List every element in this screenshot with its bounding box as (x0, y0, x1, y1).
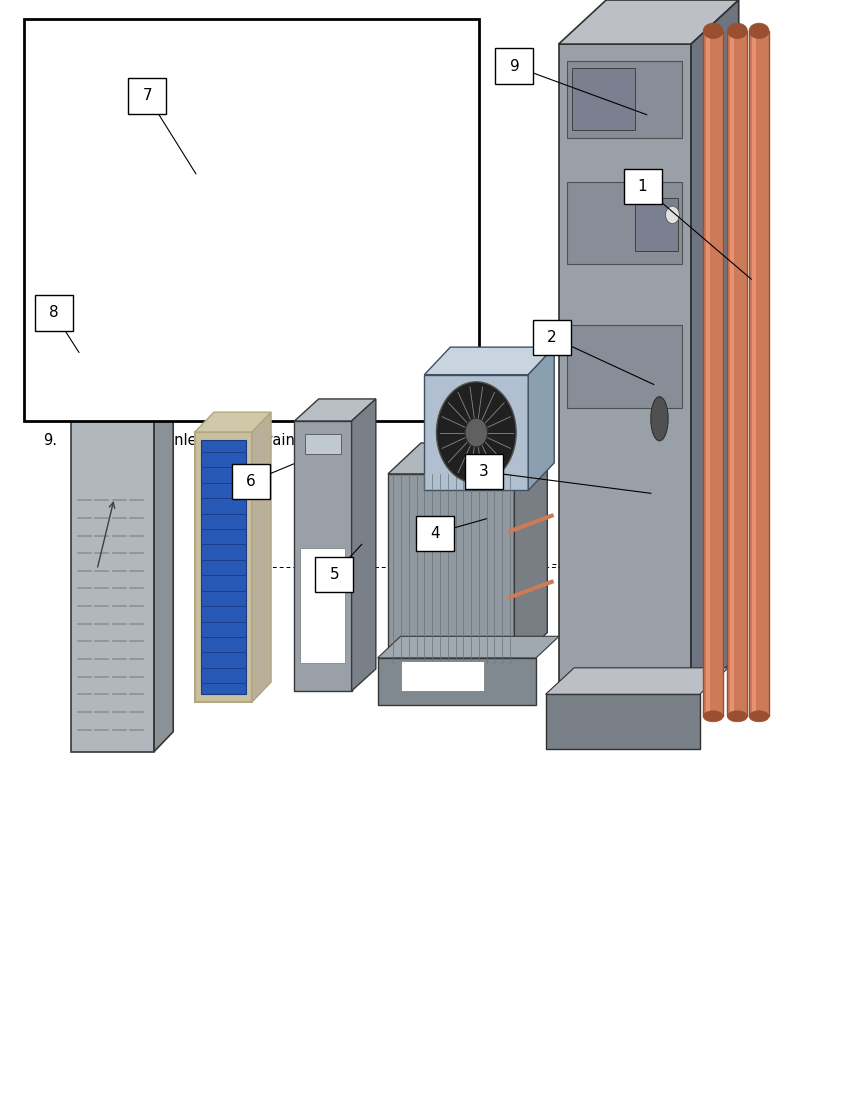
Polygon shape (567, 182, 682, 264)
Polygon shape (559, 0, 739, 44)
Text: 1” air filter.: 1” air filter. (76, 327, 159, 343)
Text: Chassis service cover panel.: Chassis service cover panel. (76, 291, 285, 306)
Polygon shape (691, 0, 739, 700)
Polygon shape (300, 548, 345, 663)
Text: 3.: 3. (43, 182, 57, 197)
Bar (315, 557, 353, 592)
Polygon shape (294, 421, 352, 691)
Text: Removable direct drive blower motor assembly.: Removable direct drive blower motor asse… (76, 218, 425, 234)
Polygon shape (424, 347, 554, 375)
Polygon shape (546, 668, 728, 694)
Bar (232, 464, 270, 499)
Polygon shape (730, 31, 734, 716)
Bar (24, 19, 479, 421)
Polygon shape (749, 31, 769, 716)
Polygon shape (71, 325, 154, 752)
Circle shape (465, 418, 488, 447)
Text: 6.: 6. (43, 291, 57, 306)
Polygon shape (201, 440, 246, 694)
Polygon shape (388, 474, 514, 663)
Text: 8.: 8. (43, 364, 57, 379)
Polygon shape (305, 434, 341, 454)
Text: 2.: 2. (43, 112, 57, 128)
Bar (35, 295, 73, 331)
Ellipse shape (651, 397, 669, 441)
Ellipse shape (727, 711, 747, 722)
Polygon shape (401, 661, 484, 691)
Polygon shape (294, 399, 376, 421)
Polygon shape (567, 61, 682, 138)
Bar (465, 454, 503, 489)
Polygon shape (514, 443, 547, 663)
Text: 7.: 7. (43, 327, 57, 343)
Text: 8: 8 (48, 305, 59, 321)
Polygon shape (567, 325, 682, 408)
Bar (533, 320, 571, 355)
Polygon shape (706, 31, 710, 716)
Text: Electrical box with advanced microprocessor.: Electrical box with advanced microproces… (76, 182, 407, 197)
Polygon shape (703, 31, 723, 716)
Ellipse shape (703, 711, 723, 722)
Polygon shape (635, 198, 678, 251)
Text: Field “knockout” supply air openings (Front/: Field “knockout” supply air openings (Fr… (76, 112, 397, 128)
Text: perimeter (Acoustic shown).: perimeter (Acoustic shown). (83, 400, 290, 415)
Polygon shape (546, 694, 700, 749)
Text: 9.: 9. (43, 433, 57, 449)
Text: Return air (R/A) panel available in acoustic or: Return air (R/A) panel available in acou… (76, 364, 410, 379)
Text: 7: 7 (142, 88, 152, 104)
Polygon shape (572, 68, 635, 130)
Text: 9: 9 (509, 58, 520, 74)
Text: 5.: 5. (43, 255, 57, 270)
Polygon shape (727, 31, 747, 716)
Ellipse shape (749, 711, 769, 722)
Ellipse shape (727, 23, 747, 39)
Text: 2: 2 (546, 329, 557, 345)
Polygon shape (752, 31, 756, 716)
Polygon shape (195, 412, 271, 432)
Polygon shape (378, 636, 559, 658)
Text: 3: 3 (479, 464, 489, 479)
Text: Heat pump chassis.: Heat pump chassis. (76, 255, 221, 270)
Bar (495, 48, 533, 84)
Polygon shape (252, 412, 271, 702)
Text: 6: 6 (246, 474, 256, 489)
Text: Back/Side/Top) with 1-1/2” duct flange.: Back/Side/Top) with 1-1/2” duct flange. (83, 149, 369, 164)
Text: 1.: 1. (43, 43, 57, 58)
Ellipse shape (749, 23, 769, 39)
Text: Supply, return and condensate risers. Type ‘M’: Supply, return and condensate risers. Ty… (76, 43, 417, 58)
Circle shape (666, 206, 680, 224)
Text: or ‘L’ copper.: or ‘L’ copper. (83, 79, 178, 95)
Polygon shape (71, 305, 173, 325)
Polygon shape (424, 375, 528, 490)
Polygon shape (528, 347, 554, 490)
Polygon shape (154, 305, 173, 752)
Polygon shape (559, 44, 691, 700)
Bar (128, 78, 166, 114)
Text: 4.: 4. (43, 218, 57, 234)
Polygon shape (195, 432, 252, 702)
Polygon shape (378, 658, 536, 705)
Text: 1: 1 (637, 179, 648, 194)
Polygon shape (388, 443, 547, 474)
Ellipse shape (703, 23, 723, 39)
Text: Standard stainless steel drain pan: Standard stainless steel drain pan (76, 433, 327, 449)
Bar (624, 169, 662, 204)
Bar (416, 516, 454, 551)
Text: 5: 5 (329, 566, 339, 582)
Text: 4: 4 (430, 526, 440, 541)
Polygon shape (352, 399, 376, 691)
Circle shape (436, 382, 516, 483)
